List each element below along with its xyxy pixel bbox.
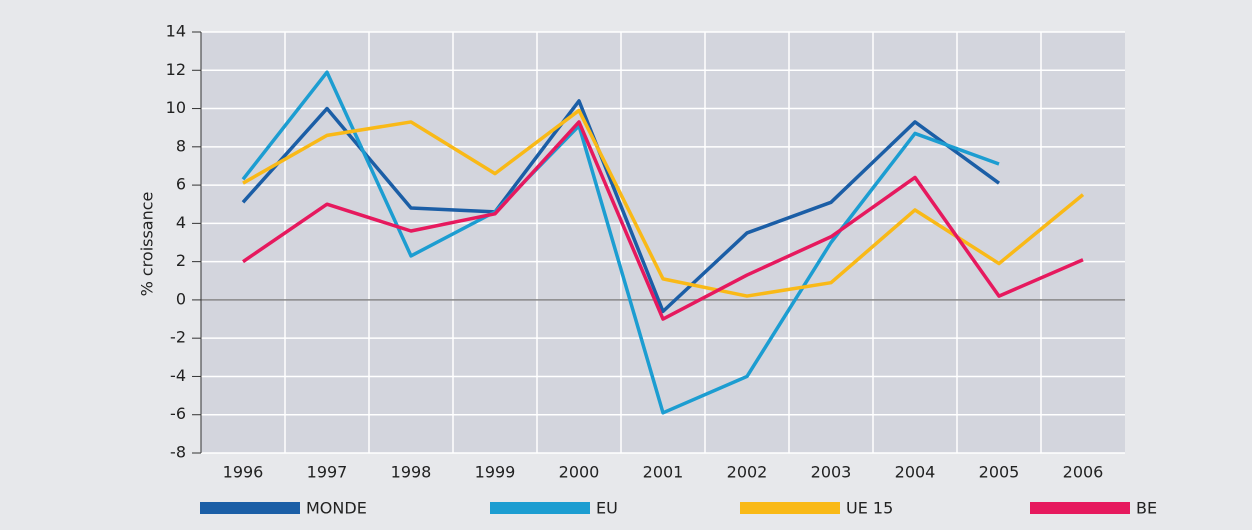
legend-swatch [490, 502, 590, 514]
y-axis-label: % croissance [138, 192, 157, 297]
legend-swatch [200, 502, 300, 514]
x-tick-label: 2000 [559, 463, 600, 482]
y-tick-label: 10 [166, 98, 186, 117]
legend-label: MONDE [306, 499, 367, 518]
x-tick-label: 1999 [475, 463, 516, 482]
plot-area [201, 32, 1125, 453]
x-tick-label: 2003 [811, 463, 852, 482]
y-tick-label: 8 [176, 136, 186, 155]
x-tick-label: 2002 [727, 463, 768, 482]
legend-swatch [740, 502, 840, 514]
y-tick-label: -4 [170, 366, 186, 385]
legend-label: UE 15 [846, 499, 893, 518]
x-tick-label: 1997 [307, 463, 348, 482]
x-tick-label: 2004 [895, 463, 936, 482]
y-tick-label: -2 [170, 328, 186, 347]
series-line [242, 120, 1084, 321]
series-line [242, 108, 1085, 298]
legend-label: EU [596, 499, 618, 518]
series-line [241, 70, 1000, 415]
x-tick-label: 2005 [979, 463, 1020, 482]
y-tick-label: 6 [176, 175, 186, 194]
x-tick-label: 1996 [223, 463, 264, 482]
legend-swatch [1030, 502, 1130, 514]
x-tick-label: 2001 [643, 463, 684, 482]
y-tick-label: 14 [166, 22, 186, 41]
y-tick-label: 2 [176, 251, 186, 270]
x-tick-label: 2006 [1063, 463, 1104, 482]
y-tick-label: 12 [166, 60, 186, 79]
x-tick-label: 1998 [391, 463, 432, 482]
y-tick-label: 4 [176, 213, 186, 232]
series-line [241, 99, 1001, 314]
legend-label: BE [1136, 499, 1157, 518]
y-tick-label: -6 [170, 404, 186, 423]
y-tick-label: -8 [170, 443, 186, 462]
y-tick-label: 0 [176, 289, 186, 308]
